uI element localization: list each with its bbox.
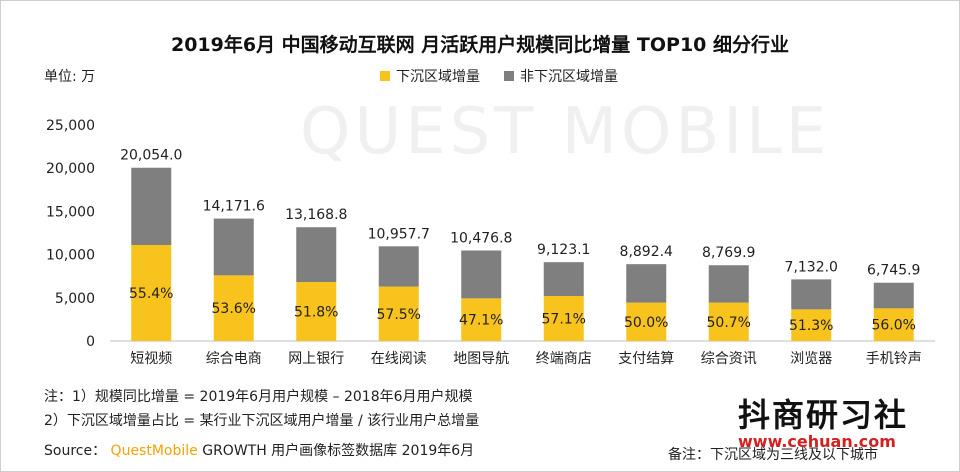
category-label: 在线阅读 [371,350,427,367]
bar-segment-series2 [626,264,667,303]
bar-segment-series2 [791,279,832,310]
bar-segment-series1 [296,282,337,341]
total-data-label: 14,171.6 [203,199,265,215]
total-data-label: 9,123.1 [537,242,590,258]
share-data-label: 53.6% [212,301,256,317]
category-label: 浏览器 [790,351,832,367]
site-url: www.cehuan.com [738,432,896,451]
brand-logo-text: 抖商研习社 [738,396,909,434]
bar-segment-series1 [213,275,254,341]
total-data-label: 8,892.4 [620,244,674,260]
bar-segment-series2 [461,250,502,299]
bar-segment-series1 [708,302,749,341]
share-data-label: 51.3% [789,318,833,334]
bar-segment-series1 [131,245,172,341]
bar-segment-series1 [791,309,832,341]
watermark: QUEST MOBILE [300,95,831,169]
bar-segment-series1 [873,308,914,341]
share-data-label: 55.4% [129,286,173,302]
y-tick-label: 5,000 [55,291,95,307]
share-data-label: 57.1% [542,311,586,327]
total-data-label: 20,054.0 [120,148,182,164]
legend-label-series1: 下沉区域增量 [396,69,480,85]
bar-segment-series2 [296,227,337,283]
remark-note: 备注：下沉区域为三线及以下城市 [668,447,878,463]
total-data-label: 7,132.0 [785,259,838,275]
total-data-label: 6,745.9 [867,263,920,279]
bar-segment-series2 [543,262,584,296]
source-prefix: Source： [44,443,107,459]
category-label: 网上银行 [288,351,344,367]
unit-label: 单位: 万 [44,69,96,85]
y-tick-label: 15,000 [46,204,95,220]
bar-segment-series2 [213,218,254,276]
total-data-label: 10,957.7 [368,226,430,242]
source-brand: QuestMobile [110,443,198,459]
y-tick-label: 25,000 [46,118,95,134]
share-data-label: 56.0% [872,318,916,334]
chart-title: 2019年6月 中国移动互联网 月活跃用户规模同比增量 TOP10 细分行业 [170,34,790,56]
total-data-label: 10,476.8 [450,230,512,246]
y-tick-label: 0 [86,334,95,350]
source-suffix: GROWTH 用户画像标签数据库 2019年6月 [202,443,475,459]
legend-item-series1: 下沉区域增量 [380,66,480,86]
category-label: 地图导航 [453,351,509,367]
y-tick-label: 10,000 [46,248,95,264]
bar-segment-series2 [378,246,419,287]
bar-segment-series2 [708,265,749,303]
bar-segment-series1 [461,298,502,341]
category-label: 综合资讯 [701,351,757,367]
legend: 下沉区域增量 非下沉区域增量 [380,66,618,86]
category-label: 支付结算 [618,351,674,367]
legend-item-series2: 非下沉区域增量 [504,66,618,86]
share-data-label: 47.1% [459,313,503,329]
share-data-label: 50.0% [624,315,668,331]
note-line2: 2）下沉区域增量占比 = 某行业下沉区域用户增量 / 该行业用户总增量 [44,413,480,429]
bar-segment-series2 [873,282,914,309]
category-label: 手机铃声 [866,351,922,367]
bar-segment-series2 [131,167,172,246]
share-data-label: 51.8% [294,305,338,321]
legend-label-series2: 非下沉区域增量 [520,69,618,85]
y-tick-label: 20,000 [46,161,95,177]
total-data-label: 13,168.8 [285,207,347,223]
source-line: Source： QuestMobile GROWTH 用户画像标签数据库 201… [44,440,474,460]
total-data-label: 8,769.9 [702,245,755,261]
note-line1: 注：1）规模同比增量 = 2019年6月用户规模 – 2018年6月用户规模 [44,389,473,405]
category-label: 短视频 [130,351,172,367]
category-label: 综合电商 [206,351,262,367]
bar-segment-series1 [543,295,584,341]
bar-segment-series1 [626,302,667,341]
bar-segment-series1 [378,286,419,341]
share-data-label: 57.5% [377,307,421,323]
share-data-label: 50.7% [707,315,751,331]
legend-swatch-series2 [504,71,514,81]
legend-swatch-series1 [380,71,390,81]
category-label: 终端商店 [536,351,592,367]
